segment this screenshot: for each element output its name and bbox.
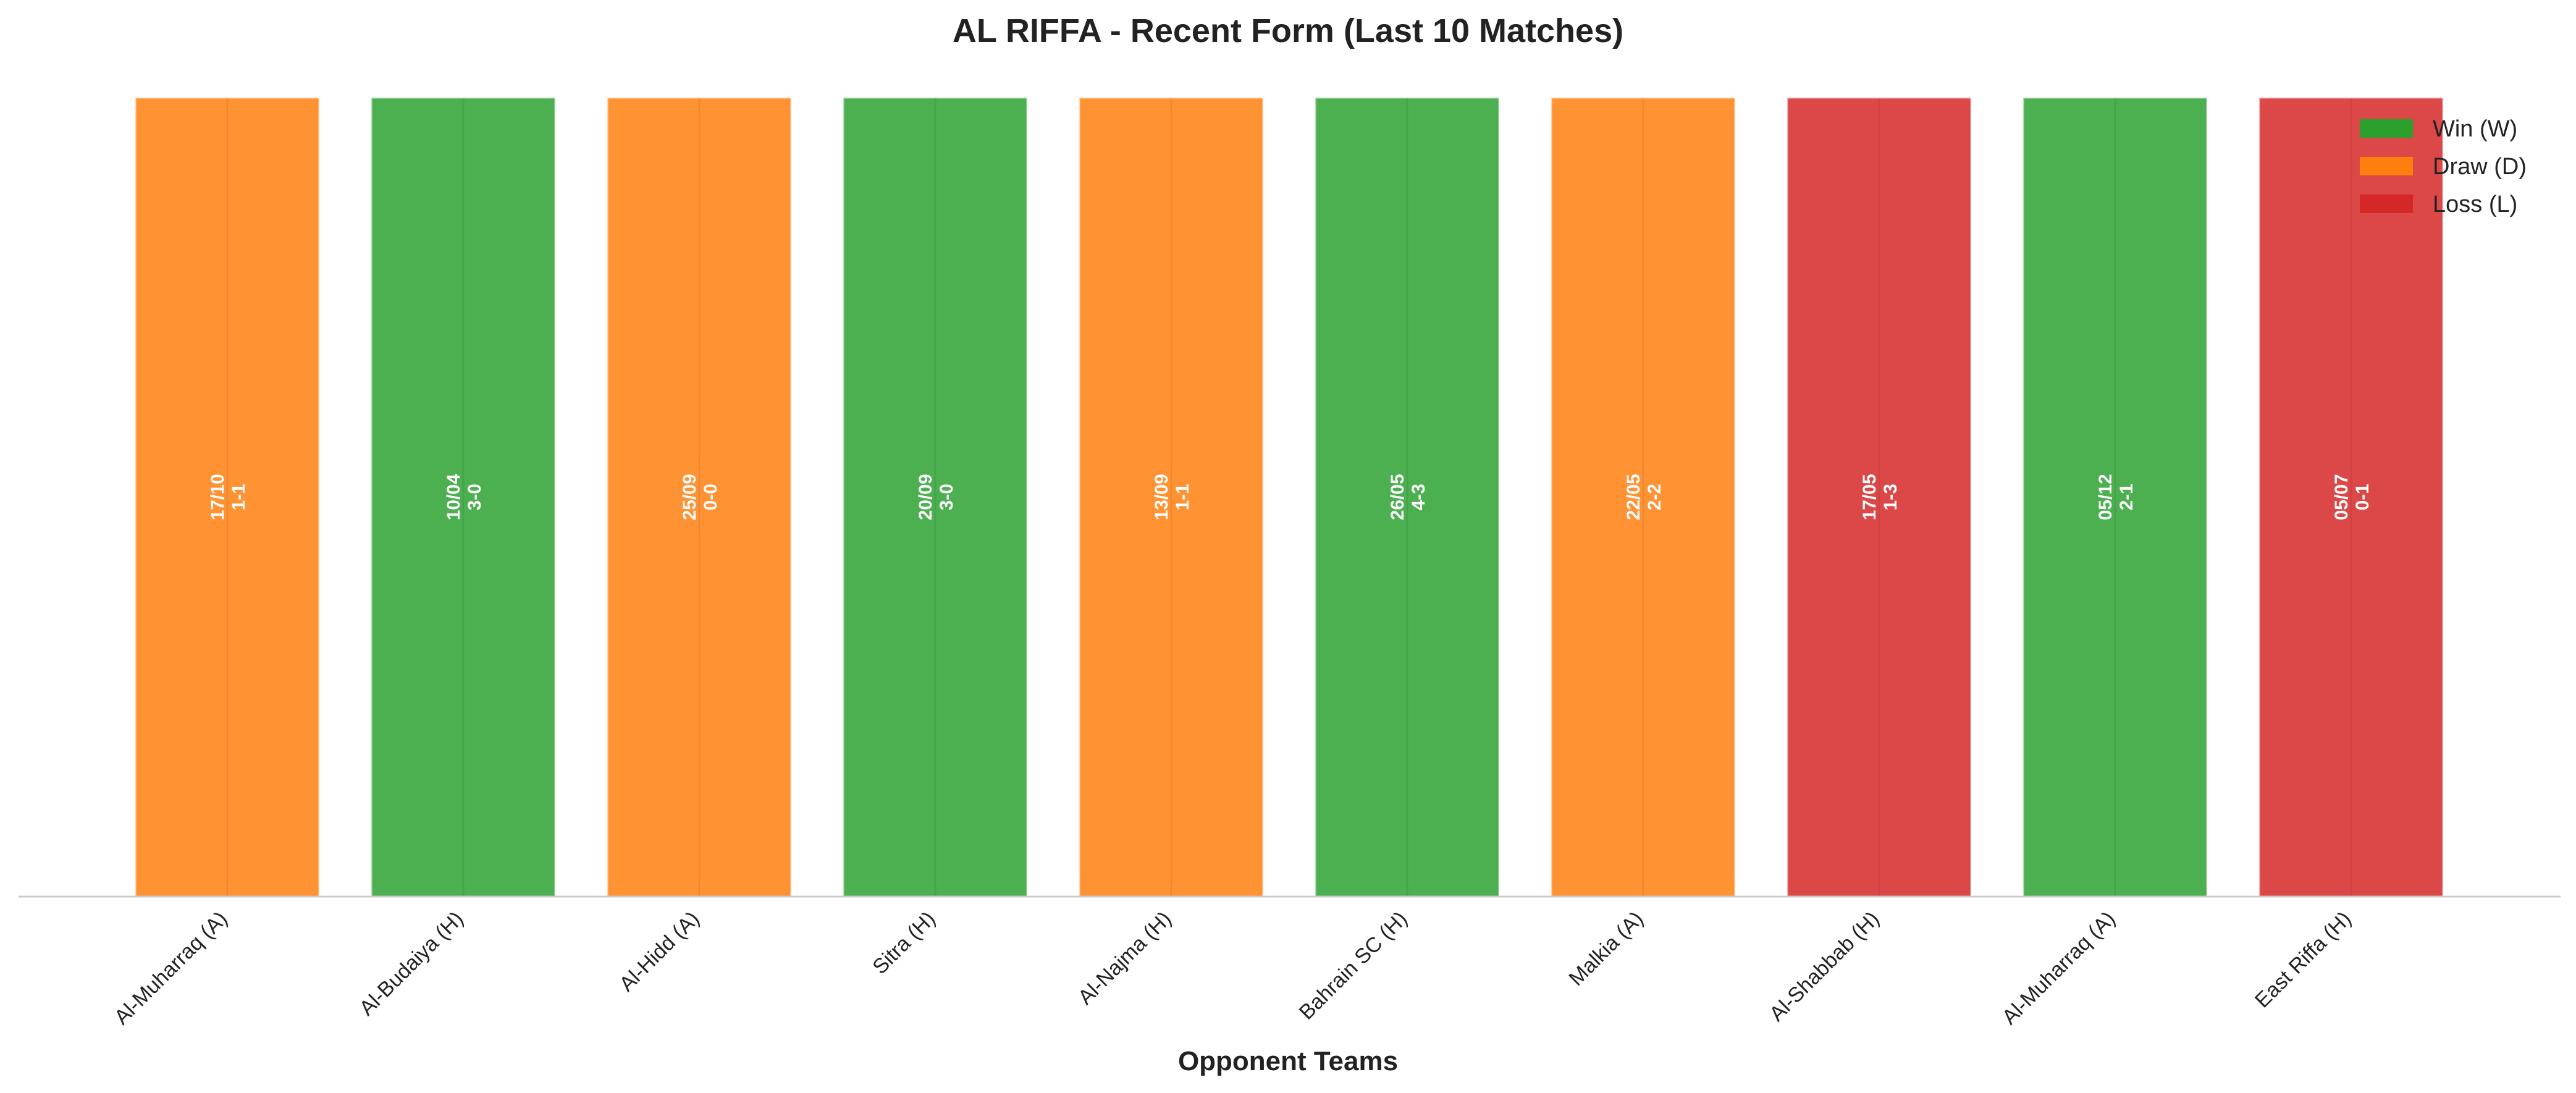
x-tick-label: Al-Hidd (A) <box>615 907 704 996</box>
bar-label: 25/090-0 <box>680 474 721 520</box>
bar-label: 20/093-0 <box>915 474 957 520</box>
bar-score: 3-0 <box>465 484 485 510</box>
bar-score: 1-1 <box>229 484 249 510</box>
bar-label: 05/070-1 <box>2331 474 2373 520</box>
legend-label: Loss (L) <box>2433 191 2517 217</box>
bar-4 <box>842 96 1029 898</box>
bar-label: 26/054-3 <box>1387 474 1429 520</box>
x-tick-label: Malkia (A) <box>1565 907 1648 990</box>
bar-date: 26/05 <box>1387 474 1408 520</box>
bar-date: 10/04 <box>444 474 464 520</box>
bar-date: 13/09 <box>1151 474 1172 520</box>
bar-score: 0-1 <box>2352 484 2373 510</box>
x-tick-label: Al-Shabbab (H) <box>1765 907 1884 1026</box>
bar-date: 20/09 <box>915 474 936 520</box>
bar-3 <box>606 96 793 898</box>
legend-label: Draw (D) <box>2433 154 2527 180</box>
bar-label: 17/101-1 <box>208 474 249 520</box>
bar-date: 25/09 <box>680 474 700 520</box>
bar-score: 2-1 <box>2116 484 2137 510</box>
bar-label: 17/051-3 <box>1859 474 1901 520</box>
bar-2 <box>370 96 557 898</box>
bar-5 <box>1078 96 1265 898</box>
bar-date: 17/10 <box>208 474 228 520</box>
bar-date: 05/07 <box>2331 474 2352 520</box>
legend-swatch-l <box>2360 195 2413 213</box>
bar-10 <box>2258 96 2444 898</box>
x-tick-label: Al-Muharraq (A) <box>110 907 232 1029</box>
bar-6 <box>1314 96 1501 898</box>
bar-score: 4-3 <box>1408 484 1429 510</box>
x-axis-label: Opponent Teams <box>1178 1046 1398 1076</box>
x-tick-label: Al-Muharraq (A) <box>1998 907 2120 1029</box>
legend-swatch-d <box>2360 157 2413 175</box>
bar-label: 05/122-1 <box>2095 474 2137 520</box>
x-tick-label: Al-Budaiya (H) <box>355 907 468 1020</box>
legend: Win (W) Draw (D) Loss (L) <box>2360 116 2527 217</box>
bar-label: 22/052-2 <box>1623 474 1665 520</box>
bar-date: 17/05 <box>1859 474 1880 520</box>
legend-label: Win (W) <box>2433 116 2517 142</box>
bar-label: 10/043-0 <box>444 474 485 520</box>
x-tick-label: Al-Najma (H) <box>1074 907 1176 1010</box>
bar-score: 1-3 <box>1880 484 1901 510</box>
bar-score: 1-1 <box>1172 484 1193 510</box>
x-tick-label: Sitra (H) <box>868 907 940 979</box>
bars-layer: 17/101-1 10/043-0 25/090-0 20/093-0 13/091-1… <box>134 96 2444 898</box>
bar-7 <box>1550 96 1736 898</box>
x-tick-label: East Riffa (H) <box>2250 907 2356 1013</box>
bar-label: 13/091-1 <box>1151 474 1193 520</box>
chart-title: AL RIFFA - Recent Form (Last 10 Matches) <box>953 12 1623 49</box>
bar-date: 22/05 <box>1623 474 1644 520</box>
legend-swatch-w <box>2360 119 2413 138</box>
x-tick-labels: Al-Muharraq (A) Al-Budaiya (H) Al-Hidd (A)… <box>110 907 2356 1029</box>
bar-1 <box>134 96 321 898</box>
x-tick-label: Bahrain SC (H) <box>1295 907 1412 1024</box>
bar-score: 0-0 <box>701 484 721 510</box>
bar-score: 3-0 <box>937 484 957 510</box>
bar-score: 2-2 <box>1644 484 1665 510</box>
bar-date: 05/12 <box>2095 474 2116 520</box>
